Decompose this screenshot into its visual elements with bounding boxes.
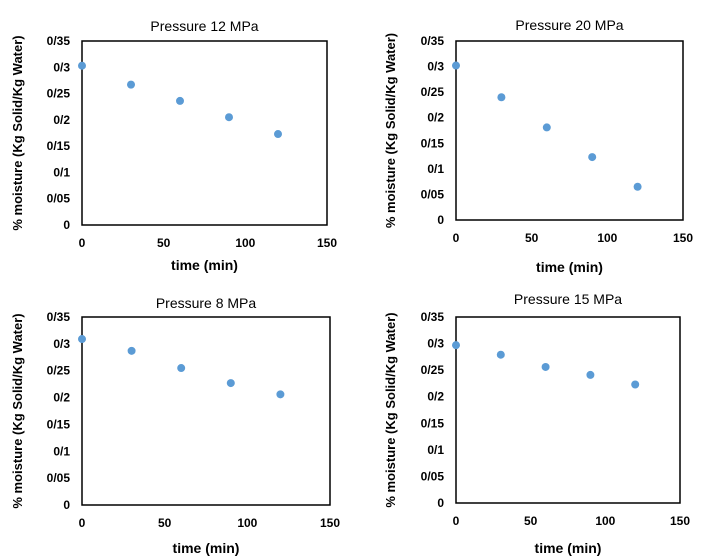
y-tick-label: 0 [437,213,444,227]
plot-frame [81,40,328,226]
y-tick-label: 0/35 [421,34,445,48]
y-tick-label: 0/15 [47,417,71,431]
chart-title: Pressure 8 MPa [156,295,257,311]
y-tick-label: 0 [437,496,444,510]
plot-frame [455,316,681,504]
y-tick-label: 0/2 [53,391,70,405]
data-point [127,80,135,89]
data-point [541,362,550,371]
x-tick-label: 0 [79,516,86,530]
x-tick-label: 0 [79,236,86,250]
y-tick-label: 0/2 [427,111,444,125]
x-tick-label: 100 [595,514,615,528]
y-tick-label: 0/2 [427,390,444,404]
x-axis-label: time (min) [535,540,602,556]
y-tick-label: 0/35 [421,310,445,324]
x-tick-label: 50 [157,236,171,250]
x-tick-label: 150 [320,516,340,530]
y-tick-label: 0/25 [47,364,71,378]
x-tick-label: 150 [670,514,690,528]
y-tick-label: 0/05 [47,471,71,485]
x-tick-label: 100 [597,231,617,245]
y-tick-label: 0/25 [47,87,71,101]
y-tick-label: 0 [63,498,70,512]
chart-panel-2: Pressure 20 MPa 0 0/05 0/1 0/15 0/2 0/25 0/3 0/3… [383,17,693,275]
data-point [78,335,86,344]
y-axis-label: % moisture (Kg Solid/Kg Water) [383,33,398,228]
y-tick-label: 0/35 [47,34,71,48]
data-point [452,61,460,70]
y-tick-label: 0/1 [427,162,444,176]
data-point [452,341,460,350]
y-tick-label: 0/25 [421,85,445,99]
x-tick-label: 0 [453,231,460,245]
x-tick-label: 100 [237,516,257,530]
plot-frame [455,40,684,221]
x-tick-label: 100 [235,236,255,250]
data-point [496,350,505,359]
x-axis-label: time (min) [171,257,238,273]
data-point [588,153,597,162]
y-tick-label: 0/3 [53,337,70,351]
y-tick-label: 0/05 [421,469,445,483]
chart-title: Pressure 20 MPa [515,17,623,33]
y-tick-label: 0/15 [421,136,445,150]
data-point [631,380,640,389]
y-tick-label: 0 [63,218,70,232]
x-axis-label: time (min) [536,259,603,275]
y-axis-label: % moisture (Kg Solid/Kg Water) [10,313,25,508]
plot-frame [81,316,331,506]
data-point [127,346,136,355]
data-point [226,379,235,388]
x-tick-label: 150 [673,231,693,245]
y-axis-label: % moisture (Kg Solid/Kg Water) [383,312,398,507]
data-point [586,370,595,379]
data-point [225,113,233,122]
data-point [276,390,285,399]
x-tick-label: 50 [524,514,538,528]
data-point [633,182,642,191]
y-tick-label: 0/15 [421,416,445,430]
x-tick-label: 0 [453,514,460,528]
y-tick-label: 0/25 [421,363,445,377]
y-tick-label: 0/35 [47,310,71,324]
y-tick-label: 0/05 [421,187,445,201]
data-point [274,130,282,139]
y-axis-label: % moisture (Kg Solid/Kg Water) [10,35,25,230]
data-point [542,123,551,132]
y-tick-label: 0/3 [427,337,444,351]
chart-title: Pressure 15 MPa [514,291,622,307]
y-tick-label: 0/3 [53,60,70,74]
chart-panel-3: Pressure 8 MPa 0 0/05 0/1 0/15 0/2 0/25 0/3 0/35… [10,295,340,556]
y-tick-label: 0/15 [47,139,71,153]
x-axis-label: time (min) [173,540,240,556]
y-tick-label: 0/3 [427,60,444,74]
data-point [78,61,86,70]
y-tick-label: 0/2 [53,113,70,127]
data-point [177,364,186,373]
y-tick-label: 0/05 [47,192,71,206]
x-tick-label: 50 [525,231,539,245]
y-tick-label: 0/1 [427,443,444,457]
chart-title: Pressure 12 MPa [150,18,258,34]
y-tick-label: 0/1 [53,165,70,179]
data-point [176,96,184,105]
x-tick-label: 150 [317,236,337,250]
chart-panel-1: Pressure 12 MPa 0 0/05 0/1 0/15 0/2 0/25 0/3 0/3… [10,18,337,273]
y-tick-label: 0/1 [53,444,70,458]
data-point [497,93,506,102]
chart-panel-4: Pressure 15 MPa 0 0/05 0/1 0/15 0/2 0/25 0/3 0/3… [383,291,690,556]
x-tick-label: 50 [158,516,172,530]
